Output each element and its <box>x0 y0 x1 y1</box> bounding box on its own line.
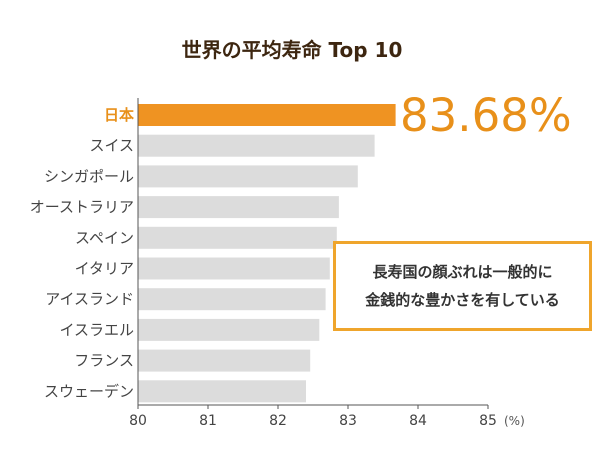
annotation-line-1: 長寿国の顔ぶれは一般的に <box>372 263 553 281</box>
category-labels: 日本スイスシンガポールオーストラリアスペインイタリアアイスランドイスラエルフラン… <box>30 106 134 400</box>
annotation-box: 長寿国の顔ぶれは一般的に 金銭的な豊かさを有している <box>333 241 592 331</box>
category-label-2: シンガポール <box>44 167 134 185</box>
bar-3 <box>138 196 339 219</box>
category-label-0: 日本 <box>104 106 134 124</box>
bar-0 <box>138 104 396 126</box>
chart-title: 世界の平均寿命 Top 10 <box>182 38 403 62</box>
x-tick-label-2: 82 <box>269 413 287 429</box>
bar-7 <box>138 318 320 341</box>
annotation-text: 長寿国の顔ぶれは一般的に 金銭的な豊かさを有している <box>365 258 560 314</box>
bars-layer <box>138 104 396 403</box>
category-label-5: イタリア <box>75 260 134 278</box>
bar-8 <box>138 349 311 372</box>
category-label-9: スウェーデン <box>44 382 134 400</box>
category-label-6: アイスランド <box>45 290 134 308</box>
x-tick-label-4: 84 <box>409 413 427 429</box>
bar-2 <box>138 165 358 188</box>
x-tick-label-5: 85 <box>479 413 497 429</box>
bar-1 <box>138 134 375 157</box>
category-label-4: スペイン <box>75 229 134 247</box>
annotation-line-2: 金銭的な豊かさを有している <box>365 291 560 309</box>
category-label-8: フランス <box>74 352 134 370</box>
bar-4 <box>138 226 337 249</box>
x-axis: 80 81 82 83 84 85 (%) <box>129 98 525 429</box>
category-label-3: オーストラリア <box>30 198 134 216</box>
x-tick-label-3: 83 <box>339 413 357 429</box>
category-label-1: スイス <box>89 137 134 155</box>
x-tick-label-1: 81 <box>199 413 217 429</box>
highlight-value-label: 83.68% <box>400 89 572 142</box>
bar-5 <box>138 257 330 280</box>
category-label-7: イスラエル <box>59 321 134 339</box>
x-unit-label: (%) <box>504 414 525 428</box>
bar-9 <box>138 380 306 403</box>
bar-6 <box>138 288 326 311</box>
x-tick-label-0: 80 <box>129 413 147 429</box>
